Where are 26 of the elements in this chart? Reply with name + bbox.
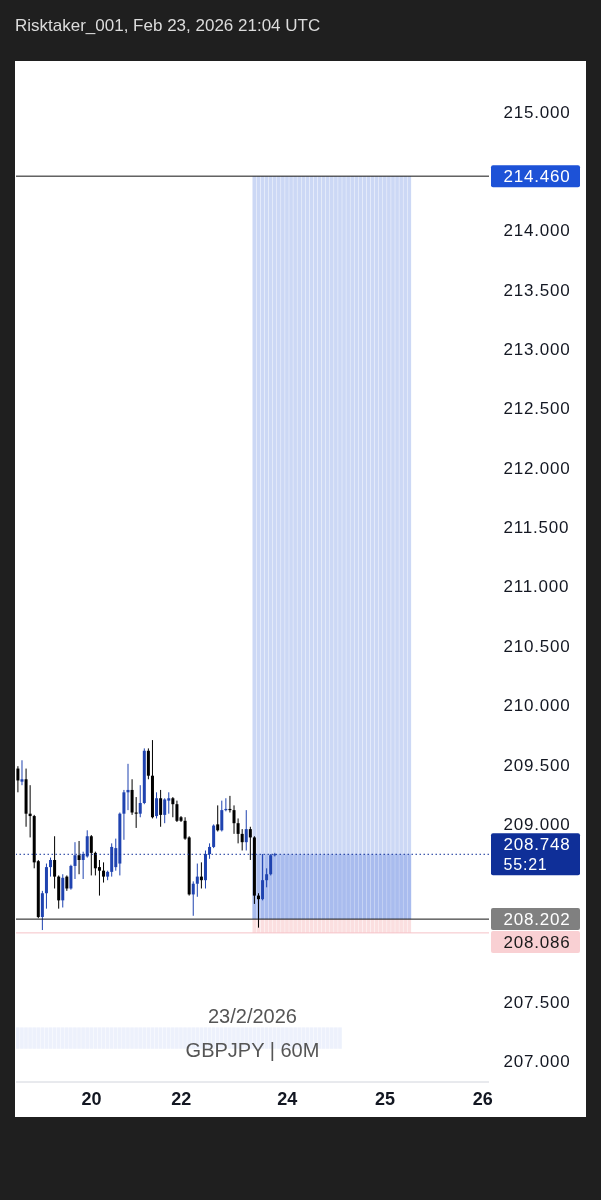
y-tick-label: 214.000: [503, 221, 571, 241]
y-tick-label: 211.000: [503, 577, 570, 597]
y-tick-label: 215.000: [503, 102, 571, 122]
annotation: GBPJPY | 60M: [185, 1039, 320, 1061]
y-tick-label: 213.000: [503, 339, 571, 359]
y-tick-label: 207.500: [503, 992, 571, 1012]
y-tick-label: 207.000: [503, 1052, 571, 1072]
x-tick-label: 26: [472, 1089, 493, 1109]
y-tick-label: 212.000: [503, 458, 571, 478]
y-tick-label: 209.000: [503, 814, 571, 834]
y-tick-label: 210.500: [503, 636, 571, 656]
x-tick-label: 24: [277, 1089, 298, 1109]
x-tick-label: 22: [171, 1089, 192, 1109]
annotation: 23/2/2026: [208, 1005, 297, 1027]
ref-line-label: 214.460: [503, 166, 571, 186]
y-tick-label: 209.500: [503, 755, 571, 775]
ref-line-label: 208.202: [503, 909, 571, 929]
y-tick-label: 212.500: [503, 399, 571, 419]
chart-title: Risktaker_001, Feb 23, 2026 21:04 UTC: [15, 15, 321, 37]
x-tick-label: 25: [375, 1089, 396, 1109]
y-tick-label: 213.500: [503, 280, 571, 300]
x-tick-label: 20: [81, 1089, 102, 1109]
ref-line-label: 208.086: [503, 932, 571, 952]
y-tick-label: 210.000: [503, 696, 571, 716]
y-tick-label: 211.500: [503, 518, 570, 538]
ref-line-label: 208.748 55:21: [503, 834, 571, 873]
